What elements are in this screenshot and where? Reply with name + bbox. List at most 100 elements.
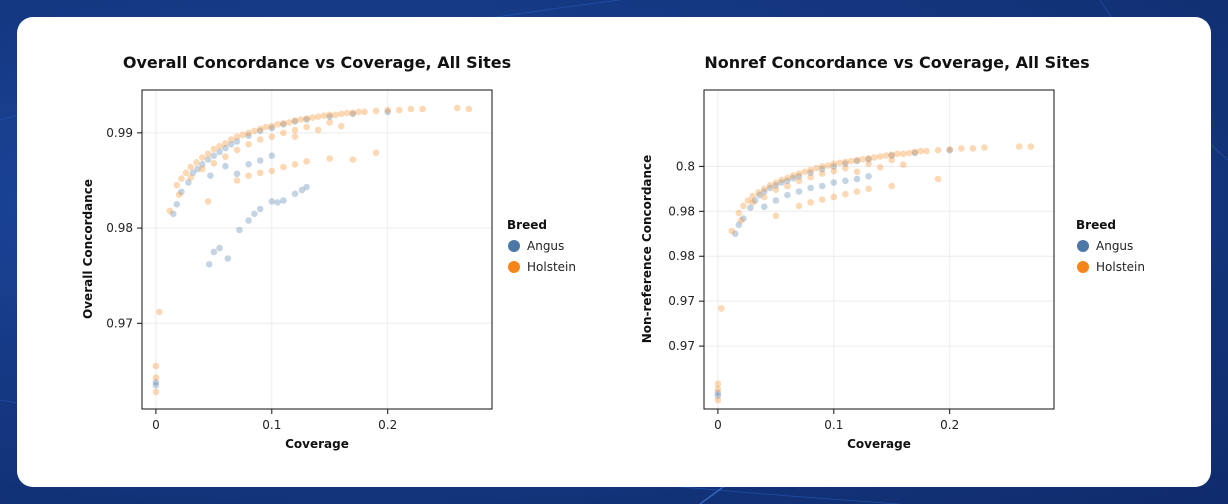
- data-point-holstein: [882, 152, 890, 159]
- data-point-angus: [326, 113, 334, 120]
- data-point-holstein: [152, 388, 160, 396]
- data-point-holstein: [349, 156, 357, 163]
- data-point-angus: [256, 127, 264, 135]
- plot-frame: [141, 89, 493, 410]
- chart-title: Nonref Concordance vs Coverage, All Site…: [704, 53, 1089, 72]
- data-point-holstein: [795, 170, 803, 177]
- data-point-holstein: [934, 146, 942, 154]
- x-tick-label: 0.2: [940, 418, 959, 432]
- data-point-angus: [732, 230, 739, 238]
- data-point-holstein: [320, 112, 328, 119]
- data-point-holstein: [297, 116, 305, 123]
- data-point-holstein: [981, 144, 988, 151]
- data-point-holstein: [256, 125, 264, 133]
- data-point-angus: [178, 188, 185, 196]
- data-point-holstein: [807, 166, 814, 174]
- data-point-holstein: [853, 156, 861, 164]
- data-point-holstein: [152, 362, 160, 370]
- legend-label-angus: Angus: [1096, 239, 1133, 253]
- data-point-angus: [245, 161, 252, 168]
- data-point-holstein: [268, 122, 276, 130]
- legend-marker-angus: [1077, 240, 1089, 252]
- data-point-holstein: [946, 146, 953, 153]
- data-point-holstein: [859, 155, 867, 163]
- data-point-holstein: [309, 114, 316, 121]
- data-point-holstein: [199, 165, 206, 173]
- data-point-holstein: [836, 159, 843, 167]
- data-point-angus: [747, 204, 754, 211]
- grid-layer: [142, 90, 492, 409]
- y-axis-label: Overall Concordance: [81, 179, 95, 319]
- data-point-angus: [210, 152, 218, 159]
- data-point-angus: [818, 182, 826, 190]
- data-point-holstein: [332, 111, 339, 119]
- data-point-angus: [224, 255, 232, 262]
- data-point-holstein: [894, 150, 901, 158]
- data-point-holstein: [210, 160, 218, 167]
- data-point-angus: [204, 156, 212, 163]
- data-point-holstein: [888, 156, 895, 164]
- data-point-holstein: [291, 117, 299, 124]
- data-point-angus: [888, 152, 895, 159]
- data-point-angus: [772, 197, 780, 204]
- data-point-holstein: [291, 161, 299, 168]
- data-point-holstein: [761, 193, 768, 201]
- data-point-holstein: [888, 151, 895, 158]
- data-point-holstein: [813, 164, 820, 172]
- x-tick-label: 0: [714, 418, 722, 432]
- data-point-angus: [291, 118, 299, 125]
- data-point-holstein: [262, 123, 270, 131]
- data-point-angus: [349, 110, 357, 118]
- data-point-holstein: [361, 108, 368, 116]
- data-point-holstein: [749, 192, 756, 200]
- ticks-layer: 0 0.1 0.2 0.97 0.98 0.99: [106, 126, 397, 432]
- data-point-holstein: [900, 150, 907, 158]
- y-axis-label: Non-reference Concordance: [640, 155, 654, 344]
- data-point-angus: [222, 144, 229, 152]
- chart-card: Overall Concordance vs Coverage, All Sit…: [17, 17, 1211, 487]
- data-point-angus: [173, 201, 181, 208]
- data-point-angus: [789, 174, 797, 182]
- data-point-angus: [274, 199, 281, 206]
- data-point-holstein: [245, 141, 252, 148]
- data-point-angus: [740, 215, 747, 222]
- data-point-angus: [778, 179, 785, 186]
- data-point-angus: [853, 157, 861, 165]
- data-point-holstein: [865, 155, 872, 162]
- data-point-holstein: [842, 158, 849, 166]
- data-point-holstein: [728, 227, 736, 235]
- data-point-holstein: [744, 197, 752, 204]
- data-point-holstein: [801, 168, 809, 176]
- data-point-holstein: [303, 123, 310, 131]
- data-point-holstein: [453, 104, 461, 112]
- x-tick-label: 0.1: [262, 418, 281, 432]
- data-point-angus: [236, 226, 243, 234]
- y-tick-label: 0.98: [106, 221, 133, 235]
- data-point-holstein: [204, 198, 212, 205]
- data-point-angus: [818, 165, 826, 173]
- data-point-angus: [152, 381, 160, 389]
- y-tick-label: 0.97: [668, 339, 695, 353]
- data-point-angus: [842, 177, 849, 185]
- data-point-angus: [795, 188, 803, 195]
- x-tick-label: 0: [152, 418, 160, 432]
- data-point-holstein: [152, 374, 160, 381]
- data-point-holstein: [737, 217, 745, 224]
- data-point-holstein: [173, 181, 181, 189]
- legend-title: Breed: [507, 218, 547, 232]
- data-point-holstein: [830, 160, 838, 167]
- data-point-holstein: [818, 163, 826, 170]
- data-point-holstein: [772, 212, 780, 220]
- data-point-holstein: [761, 185, 768, 193]
- data-point-holstein: [338, 122, 345, 130]
- data-point-holstein: [795, 177, 803, 185]
- data-point-holstein: [818, 170, 826, 177]
- data-point-angus: [233, 138, 241, 145]
- data-point-angus: [189, 169, 197, 177]
- data-point-angus: [222, 162, 229, 170]
- data-point-holstein: [911, 148, 919, 156]
- legend-label-holstein: Holstein: [1096, 260, 1145, 274]
- data-point-angus: [865, 173, 872, 180]
- data-point-holstein: [772, 186, 780, 193]
- data-point-holstein: [227, 136, 235, 143]
